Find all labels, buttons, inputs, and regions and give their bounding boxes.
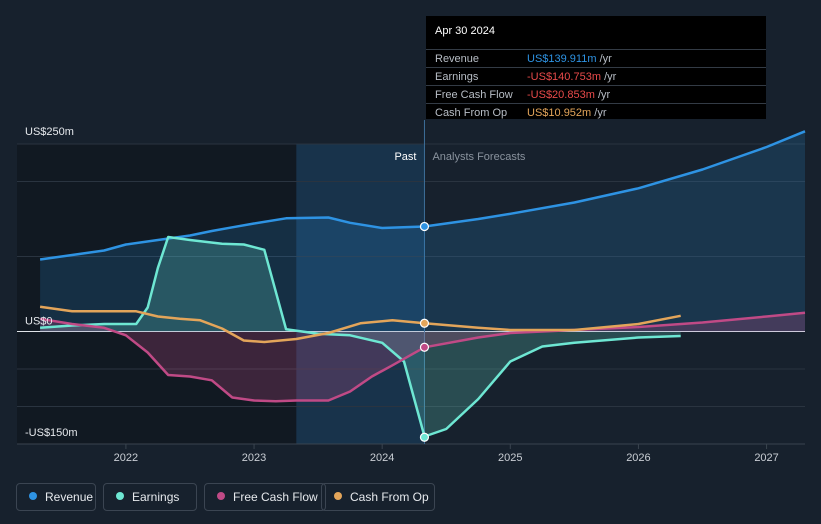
legend-item-free-cash-flow[interactable]: Free Cash Flow [204, 483, 326, 511]
tooltip-row-revenue: Revenue US$139.911m /yr [426, 49, 766, 68]
tooltip: Apr 30 2024 Revenue US$139.911m /yr Earn… [426, 16, 766, 119]
revenue-dot-icon [29, 492, 37, 500]
tooltip-value-earnings: -US$140.753m /yr [527, 71, 616, 83]
legend-item-earnings[interactable]: Earnings [103, 483, 197, 511]
revenue-area [40, 131, 806, 332]
tooltip-value-revenue: US$139.911m /yr [527, 53, 612, 65]
earnings-line [40, 235, 681, 438]
past-region-shade [17, 144, 297, 444]
tooltip-value: US$10.952m [527, 107, 592, 119]
chart-grid [17, 120, 805, 449]
tooltip-label: Cash From Op [435, 107, 508, 119]
chart-labels: US$250m US$0 -US$150m 2022 2023 2024 2025 2026 2… [25, 126, 779, 464]
cash-from-op-marker [419, 318, 430, 328]
tooltip-row-free-cash-flow: Free Cash Flow -US$20.853m /yr [426, 85, 766, 104]
series-markers [419, 221, 430, 442]
tooltip-unit: /yr [599, 53, 612, 65]
free-cash-flow-dot-icon [217, 492, 225, 500]
revenue-line [39, 130, 806, 261]
recent-past-highlight [296, 144, 425, 444]
revenue-marker [419, 221, 430, 232]
legend-label: Free Cash Flow [233, 490, 318, 504]
tooltip-label: Revenue [435, 53, 480, 65]
legend-item-revenue[interactable]: Revenue [16, 483, 96, 511]
tooltip-value-free-cash-flow: -US$20.853m /yr [527, 89, 610, 101]
legend-label: Revenue [45, 490, 94, 504]
free-cash-flow-marker [419, 342, 430, 352]
series-lines [39, 130, 806, 438]
tooltip-date: Apr 30 2024 [435, 25, 495, 37]
cash-from-op-line [39, 305, 681, 344]
tooltip-value: US$139.911m [527, 53, 597, 65]
cash-from-op-dot-icon [334, 492, 342, 500]
tooltip-unit: /yr [594, 107, 607, 119]
x-tick-label: 2025 [498, 452, 522, 464]
earnings-dot-icon [116, 492, 124, 500]
tooltip-value: -US$20.853m [527, 89, 595, 101]
y-tick-label: US$0 [25, 316, 53, 328]
x-tick-label: 2022 [114, 452, 138, 464]
legend-label: Earnings [132, 490, 180, 504]
x-tick-label: 2024 [370, 452, 394, 464]
x-tick-label: 2027 [754, 452, 778, 464]
legend-label: Cash From Op [350, 490, 429, 504]
chart-shades [17, 144, 425, 444]
forecast-label: Analysts Forecasts [432, 151, 525, 163]
x-tick-label: 2026 [626, 452, 650, 464]
tooltip-label: Earnings [435, 71, 479, 83]
y-tick-label: -US$150m [25, 427, 78, 439]
past-label: Past [394, 151, 416, 163]
y-tick-label: US$250m [25, 126, 74, 138]
tooltip-value-cash-from-op: US$10.952m /yr [527, 107, 607, 119]
tooltip-unit: /yr [597, 89, 611, 101]
tooltip-label: Free Cash Flow [435, 89, 513, 101]
tooltip-row-cash-from-op: Cash From Op US$10.952m /yr [426, 103, 766, 122]
tooltip-unit: /yr [604, 71, 617, 83]
earnings-marker [419, 432, 430, 442]
legend-item-cash-from-op[interactable]: Cash From Op [321, 483, 435, 511]
tooltip-row-earnings: Earnings -US$140.753m /yr [426, 67, 766, 86]
x-tick-label: 2023 [242, 452, 266, 464]
tooltip-value: -US$140.753m [527, 71, 601, 83]
